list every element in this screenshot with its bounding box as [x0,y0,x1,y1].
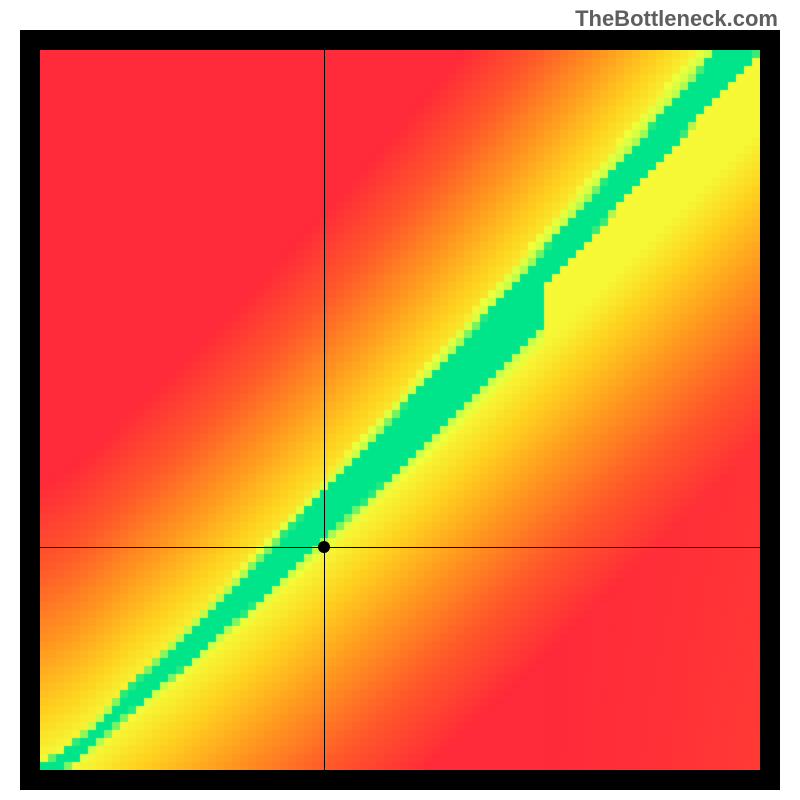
plot-area [40,50,760,770]
watermark-text: TheBottleneck.com [575,6,778,32]
heatmap-canvas [40,50,760,770]
chart-frame [20,30,780,790]
